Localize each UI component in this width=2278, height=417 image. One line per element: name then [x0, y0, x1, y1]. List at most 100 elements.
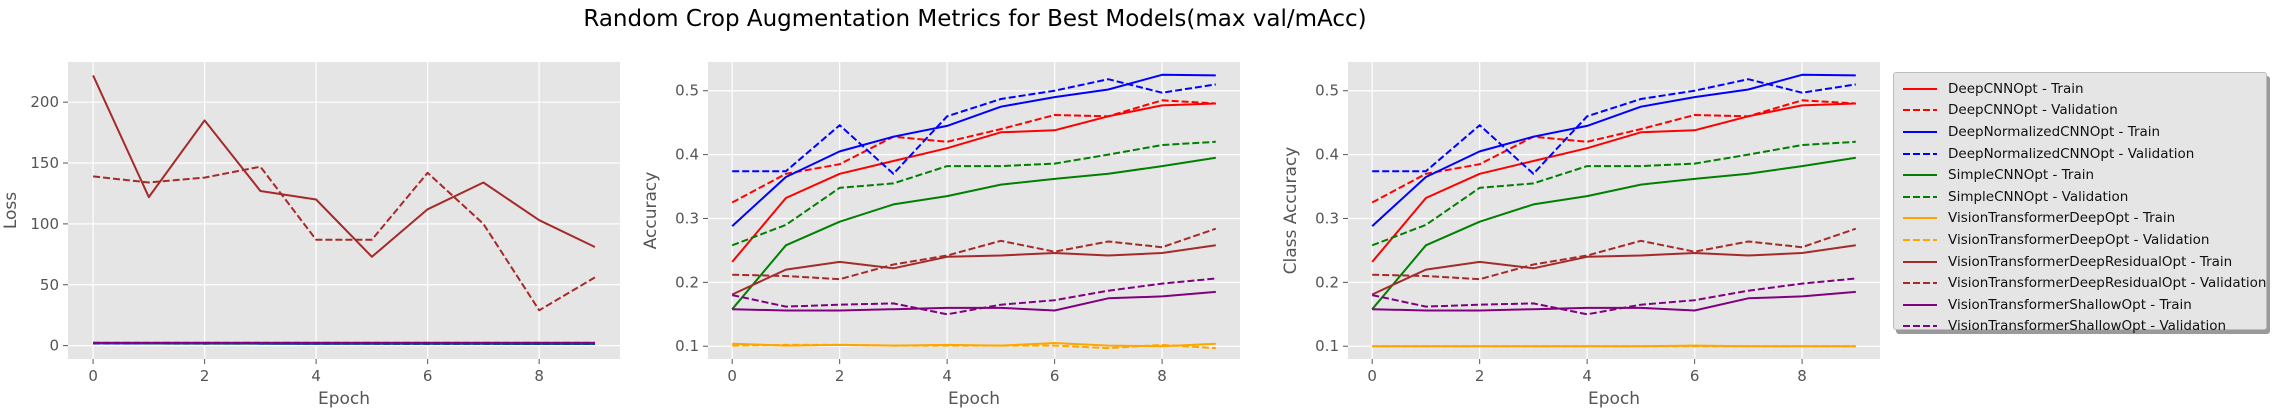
legend-label: VisionTransformerDeepOpt - Validation	[1948, 231, 2210, 248]
series-line-1	[731, 102, 1216, 263]
legend-item: VisionTransformerDeepResidualOpt - Train	[1902, 251, 2258, 273]
y-tick-label: 0.3	[675, 209, 699, 227]
plot-background	[68, 62, 620, 359]
x-tick-label: 6	[423, 367, 433, 385]
chart-panel-1: 0 2 4 6 8 0 50 100 150 200 Epoch Loss	[1, 62, 620, 409]
x-tick-label: 0	[1367, 367, 1377, 385]
figure-suptitle: Random Crop Augmentation Metrics for Bes…	[583, 6, 1367, 32]
legend-swatch	[1902, 235, 1938, 245]
legend-swatch	[1902, 192, 1938, 202]
series-line-4	[1372, 78, 1856, 175]
series-line-6	[731, 140, 1216, 247]
y-tick-label: 50	[40, 276, 59, 294]
y-axis-label: Loss	[1, 192, 21, 229]
legend-item: DeepCNNOpt - Validation	[1902, 100, 2258, 122]
series-line-9	[731, 244, 1216, 296]
y-tick-label: 150	[30, 154, 59, 172]
series-line-11	[1372, 290, 1856, 312]
y-tick-label: 200	[30, 93, 59, 111]
series-line-12	[731, 277, 1216, 316]
x-tick-label: 4	[311, 367, 321, 385]
legend-swatch	[1902, 149, 1938, 159]
legend-label: DeepCNNOpt - Validation	[1948, 102, 2118, 119]
legend-swatch	[1902, 105, 1938, 115]
legend-swatch	[1902, 170, 1938, 180]
legend-item: DeepNormalizedCNNOpt - Train	[1902, 121, 2258, 143]
x-axis-label: Epoch	[948, 389, 1000, 409]
legend-item: VisionTransformerShallowOpt - Validation	[1902, 316, 2258, 338]
legend-item: VisionTransformerDeepResidualOpt - Valid…	[1902, 272, 2267, 294]
series-line-12	[1371, 277, 1856, 316]
x-tick-label: 4	[1582, 367, 1592, 385]
legend: DeepCNNOpt - Train DeepCNNOpt - Validatio…	[1893, 72, 2267, 334]
x-tick-label: 2	[1475, 367, 1485, 385]
legend-item: DeepNormalizedCNNOpt - Validation	[1902, 143, 2258, 165]
legend-swatch	[1902, 213, 1938, 223]
legend-label: DeepCNNOpt - Train	[1948, 80, 2084, 97]
legend-item: SimpleCNNOpt - Train	[1902, 164, 2258, 186]
legend-swatch	[1902, 278, 1938, 288]
series-line-5	[1371, 156, 1856, 310]
series-line-8	[732, 343, 1216, 350]
y-tick-label: 0.1	[675, 337, 699, 355]
y-tick-label: 0.4	[675, 146, 699, 164]
legend-label: DeepNormalizedCNNOpt - Validation	[1948, 145, 2195, 162]
x-tick-label: 2	[200, 367, 210, 385]
y-tick-label: 0.3	[1315, 209, 1339, 227]
chart-panel-3: 0 2 4 6 8 0.1 0.2 0.3 0.4 0.5 Epoch Class Accuracy	[1281, 62, 1880, 409]
series-line-1	[1371, 102, 1856, 263]
series-line-11	[732, 290, 1216, 312]
legend-swatch	[1902, 321, 1938, 331]
x-tick-label: 8	[1157, 367, 1167, 385]
y-tick-label: 0.2	[675, 273, 699, 291]
series-line-4	[732, 78, 1216, 175]
legend-swatch	[1902, 127, 1938, 137]
y-tick-label: 100	[30, 215, 59, 233]
legend-item: VisionTransformerDeepOpt - Train	[1902, 208, 2258, 230]
series-line-10	[92, 165, 596, 312]
x-tick-label: 8	[1797, 367, 1807, 385]
series-line-9	[1371, 244, 1856, 296]
y-tick-label: 0.1	[1315, 337, 1339, 355]
legend-label: SimpleCNNOpt - Validation	[1948, 188, 2129, 205]
y-axis-label: Accuracy	[641, 172, 661, 250]
x-axis-label: Epoch	[1588, 389, 1640, 409]
legend-label: SimpleCNNOpt - Train	[1948, 167, 2095, 184]
x-tick-label: 4	[942, 367, 952, 385]
chart-panel-2: 0 2 4 6 8 0.1 0.2 0.3 0.4 0.5 Epoch Accuracy	[641, 62, 1240, 409]
legend-label: DeepNormalizedCNNOpt - Train	[1948, 123, 2161, 140]
x-tick-label: 6	[1690, 367, 1700, 385]
legend-label: VisionTransformerDeepOpt - Train	[1948, 210, 2176, 227]
y-axis-label: Class Accuracy	[1281, 147, 1301, 275]
legend-item: VisionTransformerDeepOpt - Validation	[1902, 229, 2258, 251]
x-tick-label: 2	[835, 367, 845, 385]
legend-label: VisionTransformerShallowOpt - Train	[1948, 296, 2192, 313]
x-tick-label: 0	[727, 367, 737, 385]
x-axis-label: Epoch	[318, 389, 370, 409]
legend-swatch	[1902, 300, 1938, 310]
x-tick-label: 6	[1050, 367, 1060, 385]
legend-label: VisionTransformerDeepResidualOpt - Train	[1948, 253, 2233, 270]
legend-item: DeepCNNOpt - Train	[1902, 78, 2258, 100]
legend-swatch	[1902, 84, 1938, 94]
y-tick-label: 0	[49, 337, 59, 355]
series-line-3	[731, 73, 1216, 227]
y-tick-label: 0.5	[1315, 82, 1339, 100]
y-tick-label: 0.2	[1315, 273, 1339, 291]
legend-swatch	[1902, 257, 1938, 267]
series-line-9	[92, 74, 596, 258]
legend-item: VisionTransformerShallowOpt - Train	[1902, 294, 2258, 316]
y-tick-label: 0.5	[675, 82, 699, 100]
series-line-2	[731, 99, 1216, 204]
series-line-6	[1371, 140, 1856, 247]
series-line-2	[1371, 99, 1856, 204]
y-tick-label: 0.4	[1315, 146, 1339, 164]
legend-item: SimpleCNNOpt - Validation	[1902, 186, 2258, 208]
series-line-5	[731, 156, 1216, 310]
series-line-3	[1371, 73, 1856, 227]
legend-label: VisionTransformerShallowOpt - Validation	[1948, 318, 2227, 335]
legend-label: VisionTransformerDeepResidualOpt - Valid…	[1948, 275, 2267, 292]
x-tick-label: 8	[534, 367, 544, 385]
x-tick-label: 0	[88, 367, 98, 385]
